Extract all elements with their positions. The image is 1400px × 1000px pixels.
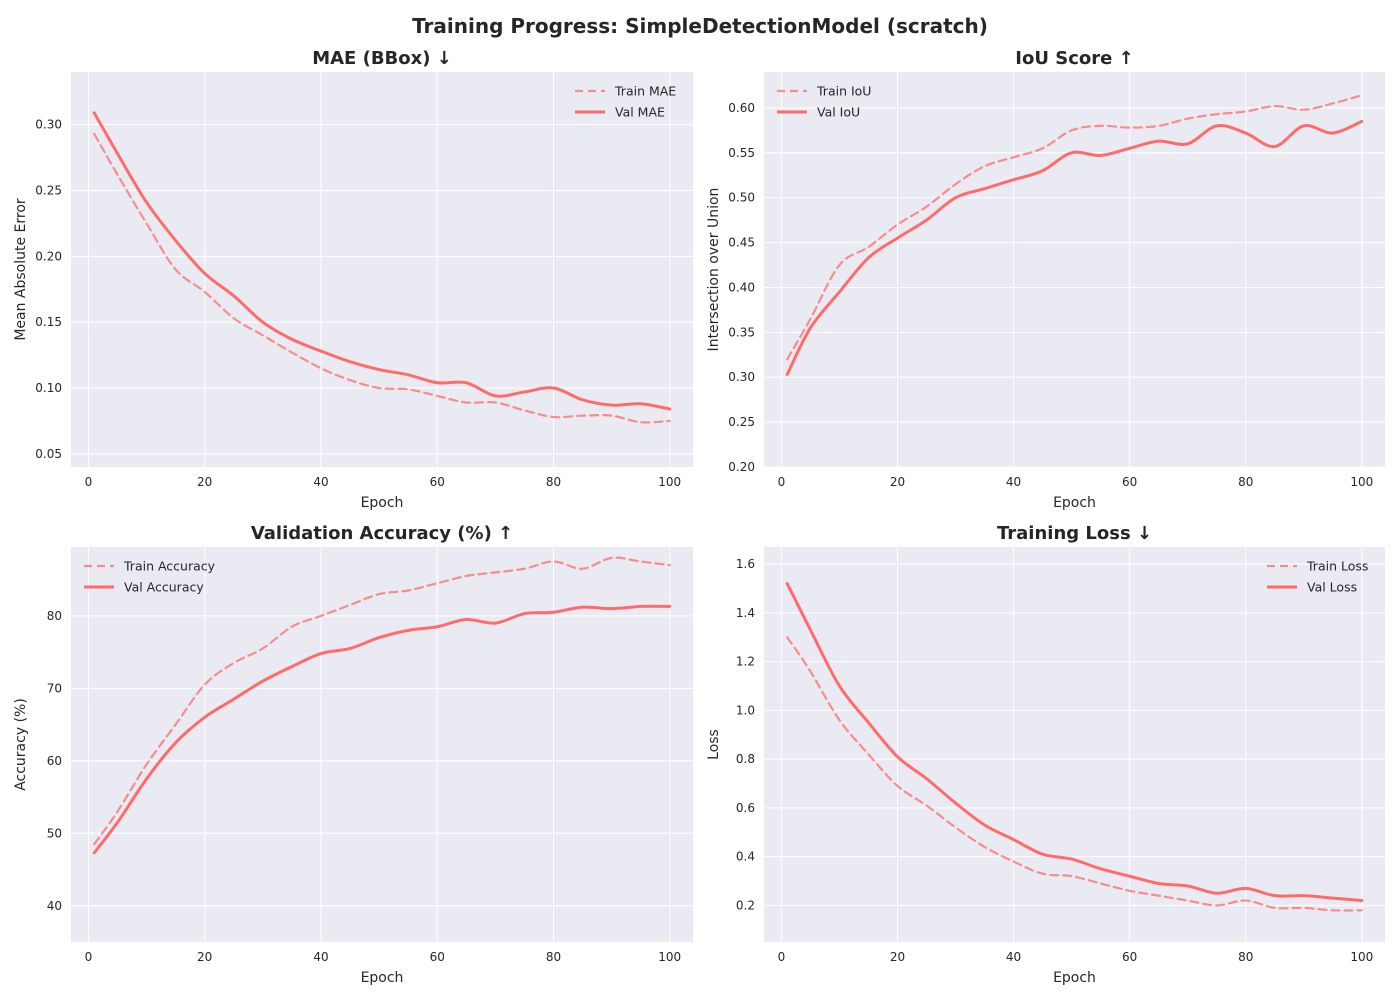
x-tick-label: 20: [890, 475, 905, 489]
y-axis-label: Intersection over Union: [706, 188, 722, 352]
legend-label: Val Accuracy: [124, 580, 204, 595]
y-tick-label: 0.30: [35, 118, 62, 132]
y-tick-label: 0.25: [728, 415, 755, 429]
y-tick-label: 0.55: [728, 146, 755, 160]
y-axis-label: Mean Absolute Error: [13, 198, 29, 341]
x-tick-label: 100: [658, 950, 681, 964]
y-tick-label: 1.6: [736, 557, 755, 571]
legend: Train Accuracy Val Accuracy: [84, 559, 216, 595]
series-line-train-loss: [786, 636, 1363, 912]
y-tick-label: 1.0: [736, 703, 755, 717]
x-tick-label: 0: [85, 475, 93, 489]
legend-label: Train Accuracy: [123, 559, 216, 574]
y-tick-label: 0.40: [728, 280, 755, 294]
y-tick-label: 0.10: [35, 381, 62, 395]
chart-title: Training Loss ↓: [997, 523, 1152, 544]
x-tick-label: 100: [1350, 475, 1373, 489]
y-tick-label: 80: [47, 609, 62, 623]
y-tick-label: 0.50: [728, 191, 755, 205]
plot-area: [764, 72, 1385, 467]
chart-panel-3: 0 20 40 60 80 100 40 50 60 70 80 Validation Accurac…: [13, 523, 693, 986]
y-tick-label: 60: [47, 754, 62, 768]
plot-area: [71, 72, 693, 467]
chart-title: MAE (BBox) ↓: [312, 48, 452, 69]
x-tick-label: 60: [1122, 950, 1137, 964]
x-tick-label: 40: [1006, 475, 1021, 489]
legend: Train MAE Val MAE: [575, 84, 676, 120]
chart-title: Validation Accuracy (%) ↑: [251, 523, 513, 544]
y-tick-label: 50: [47, 826, 62, 840]
series-line-train-iou: [786, 94, 1363, 361]
plot-area: [71, 547, 693, 942]
series-line-val-loss: [785, 582, 1364, 903]
y-tick-label: 0.30: [728, 370, 755, 384]
series-line-train-mae: [93, 132, 671, 424]
x-tick-label: 60: [1122, 475, 1137, 489]
x-tick-label: 40: [313, 475, 328, 489]
x-tick-label: 40: [313, 950, 328, 964]
x-tick-label: 60: [430, 950, 445, 964]
y-tick-label: 0.4: [736, 850, 755, 864]
y-tick-label: 0.35: [728, 325, 755, 339]
x-tick-label: 80: [546, 950, 561, 964]
x-axis-label: Epoch: [361, 970, 404, 986]
y-tick-label: 1.4: [736, 606, 755, 620]
x-tick-label: 100: [658, 475, 681, 489]
chart-panel-2: 0 20 40 60 80 100 0.20 0.25 0.30 0.35 0.40 0.45 0.50…: [706, 48, 1385, 511]
x-tick-label: 60: [430, 475, 445, 489]
y-tick-label: 40: [47, 899, 62, 913]
y-tick-label: 0.05: [35, 447, 62, 461]
y-tick-label: 0.25: [35, 184, 62, 198]
legend: Train Loss Val Loss: [1267, 559, 1368, 595]
legend-label: Val Loss: [1307, 580, 1357, 595]
y-tick-label: 0.20: [35, 249, 62, 263]
x-tick-label: 100: [1350, 950, 1373, 964]
x-tick-label: 20: [197, 950, 212, 964]
legend-label: Train MAE: [614, 84, 676, 99]
y-tick-label: 0.60: [728, 101, 755, 115]
y-tick-label: 0.2: [736, 898, 755, 912]
x-axis-label: Epoch: [1053, 495, 1096, 511]
x-tick-label: 0: [778, 475, 786, 489]
series-line-val-accuracy: [92, 604, 672, 855]
series-line-train-accuracy: [93, 556, 671, 846]
series-line-val-mae: [92, 111, 672, 411]
chart-panel-4: 0 20 40 60 80 100 0.2 0.4 0.6 0.8 1.0 1.2 1.4 1.6 Trai…: [706, 523, 1385, 986]
x-tick-label: 80: [1238, 950, 1253, 964]
x-tick-label: 20: [890, 950, 905, 964]
y-tick-label: 0.45: [728, 236, 755, 250]
y-tick-label: 0.8: [736, 752, 755, 766]
series-line-val-iou: [785, 119, 1364, 377]
y-tick-label: 0.15: [35, 315, 62, 329]
chart-title: IoU Score ↑: [1015, 48, 1133, 69]
x-tick-label: 0: [85, 950, 93, 964]
figure-title: Training Progress: SimpleDetectionModel …: [412, 14, 988, 38]
legend-label: Train Loss: [1306, 559, 1368, 574]
y-tick-label: 70: [47, 681, 62, 695]
y-axis-label: Accuracy (%): [13, 698, 29, 791]
x-axis-label: Epoch: [361, 495, 404, 511]
plot-area: [764, 547, 1385, 942]
chart-panel-1: 0 20 40 60 80 100 0.05 0.10 0.15 0.20 0.25 0.30 MAE …: [13, 48, 693, 511]
x-tick-label: 80: [1238, 475, 1253, 489]
legend: Train IoU Val IoU: [777, 84, 871, 120]
y-tick-label: 1.2: [736, 655, 755, 669]
x-tick-label: 80: [546, 475, 561, 489]
legend-label: Val MAE: [615, 105, 665, 120]
x-axis-label: Epoch: [1053, 970, 1096, 986]
y-axis-label: Loss: [706, 729, 722, 760]
x-tick-label: 20: [197, 475, 212, 489]
legend-label: Train IoU: [816, 84, 871, 99]
y-tick-label: 0.20: [728, 460, 755, 474]
legend-label: Val IoU: [817, 105, 860, 120]
y-tick-label: 0.6: [736, 801, 755, 815]
x-tick-label: 0: [778, 950, 786, 964]
x-tick-label: 40: [1006, 950, 1021, 964]
